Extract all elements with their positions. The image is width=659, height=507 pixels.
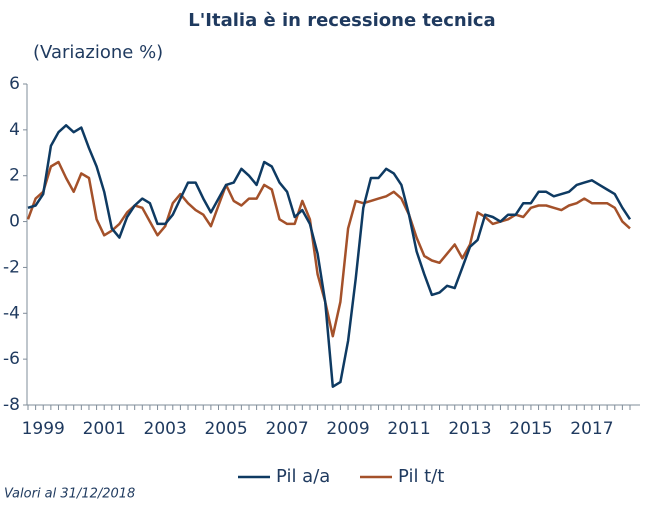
x-tick-label: 1999 [22,419,65,439]
chart-subtitle: (Variazione %) [33,42,163,63]
y-tick-label: -4 [3,303,20,323]
y-tick-label: 2 [9,166,20,186]
x-tick-label: 2007 [265,419,308,439]
x-tick-label: 2013 [448,419,491,439]
y-tick-label: -8 [3,395,20,415]
footnote: Valori al 31/12/2018 [4,487,135,502]
legend-label: Pil t/t [398,466,444,487]
x-tick-label: 2001 [83,419,126,439]
x-tick-label: 2005 [204,419,247,439]
y-tick-label: -2 [3,257,20,277]
chart-title: L'Italia è in recessione tecnica [188,10,495,31]
x-tick-label: 2017 [570,419,613,439]
y-tick-label: 6 [9,74,20,94]
y-tick-label: 0 [9,212,20,232]
series-line [27,124,632,388]
y-tick-label: 4 [9,120,20,140]
x-tick-label: 2015 [509,419,552,439]
series-line [26,160,631,338]
x-tick-label: 2011 [387,419,430,439]
legend-label: Pil a/a [276,466,330,487]
y-tick-label: -6 [3,349,20,369]
x-tick-label: 2009 [326,419,369,439]
x-tick-label: 2003 [144,419,187,439]
